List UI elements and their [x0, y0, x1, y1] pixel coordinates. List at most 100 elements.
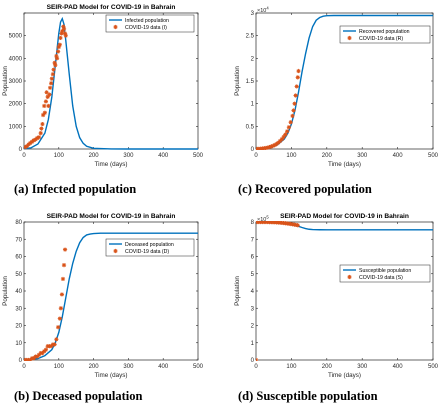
x-axis-label: Time (days)	[94, 161, 127, 168]
data-point-infected	[61, 26, 67, 31]
y-tick-label: 2	[251, 56, 255, 62]
plot-area-infected	[23, 12, 199, 150]
y-tick-label: 2.5	[246, 34, 255, 40]
data-point-infected	[54, 56, 60, 61]
data-point-infected	[53, 63, 58, 68]
y-tick-label: 0.5	[246, 124, 255, 130]
data-point-recovered	[270, 143, 276, 148]
chart-title-infected: SEIR-PAD Model for COVID-19 in Bahrain	[47, 4, 176, 11]
x-tick-label: 500	[428, 364, 439, 370]
data-point-recovered	[272, 142, 277, 148]
y-tick-label: 80	[15, 220, 22, 226]
data-point-deceased	[43, 347, 49, 352]
x-axis-label: Time (days)	[328, 372, 361, 379]
data-point-infected	[29, 139, 35, 144]
y-tick-label: 2	[251, 324, 255, 330]
data-point-deceased	[58, 306, 63, 311]
y-tick-label: 0	[251, 358, 255, 364]
chart-panel-infected: SEIR-PAD Model for COVID-19 in Bahrain 0 1…	[2, 4, 204, 168]
y-tick-label: 5000	[9, 34, 23, 40]
y-tick-label: 1000	[9, 124, 23, 130]
y-tick-label: 4	[251, 289, 255, 295]
data-point-deceased	[42, 349, 47, 354]
y-tick-label: 2000	[9, 102, 23, 108]
data-point-infected	[26, 142, 31, 147]
data-point-recovered	[291, 108, 296, 113]
data-point-infected	[63, 33, 68, 38]
plot-area-susceptible	[255, 221, 434, 361]
y-tick-label: 50	[15, 272, 22, 278]
data-layer-deceased	[24, 232, 198, 361]
y-axis-exponent: ×105	[257, 215, 269, 224]
data-point-infected	[56, 49, 61, 54]
x-tick-label: 200	[89, 153, 100, 159]
y-axis-label: Population	[234, 66, 241, 96]
data-point-infected	[40, 121, 45, 127]
data-point-infected	[59, 31, 64, 36]
y-axis-label: Population	[2, 66, 9, 96]
data-point-deceased	[54, 337, 59, 342]
data-point-infected	[60, 29, 65, 34]
x-tick-label: 100	[54, 153, 65, 159]
y-tick-label: 60	[15, 255, 22, 261]
y-axis-label: Population	[2, 276, 9, 306]
x-tick-label: 400	[158, 153, 169, 159]
data-point-recovered	[296, 68, 301, 74]
data-point-infected	[28, 141, 33, 146]
data-point-infected	[24, 145, 28, 150]
data-point-infected	[38, 131, 43, 136]
x-tick-label: 300	[123, 153, 134, 159]
y-tick-label: 3	[251, 306, 255, 312]
data-point-deceased	[52, 342, 57, 347]
y-tick-label: 10	[15, 341, 22, 347]
y-axis-label: Population	[234, 276, 241, 306]
x-tick-label: 400	[393, 153, 404, 159]
legend-box	[339, 25, 431, 44]
data-layer-susceptible	[256, 221, 433, 361]
data-point-deceased	[62, 247, 68, 252]
data-point-infected	[33, 137, 38, 142]
y-tick-label: 4000	[9, 56, 23, 62]
data-point-recovered	[293, 93, 298, 98]
data-point-recovered	[294, 84, 299, 89]
data-point-infected	[49, 81, 54, 86]
data-layer-infected	[24, 16, 198, 150]
data-point-infected	[42, 103, 47, 109]
y-tick-label: 1	[251, 341, 255, 347]
x-tick-label: 500	[193, 153, 204, 159]
legend-box	[105, 238, 195, 257]
data-point-infected	[35, 136, 40, 141]
chart-panel-susceptible: SEIR-PAD Model for COVID-19 in Bahrain 0 1…	[234, 213, 439, 379]
data-point-deceased	[31, 356, 36, 361]
y-tick-label: 30	[15, 306, 22, 312]
x-tick-label: 200	[89, 364, 100, 370]
data-point-infected	[51, 67, 56, 72]
data-point-infected	[39, 126, 44, 131]
model-curve-deceased	[24, 232, 198, 361]
x-tick-label: 100	[286, 364, 297, 370]
x-tick-label: 300	[357, 364, 368, 370]
y-axis-exponent: ×104	[257, 6, 269, 15]
x-tick-label: 400	[393, 364, 404, 370]
legend-entry: Deceased population	[125, 242, 174, 248]
y-tick-label: 5	[251, 272, 255, 278]
data-point-infected	[57, 42, 62, 47]
data-point-recovered	[290, 113, 295, 119]
data-point-deceased	[61, 263, 67, 268]
data-point-deceased	[60, 276, 66, 282]
chart-panel-recovered: 0 100 200 300 400 500 0 0.5 1 1.5 2 2.5 3 ×104 Time (d…	[234, 6, 439, 169]
chart-panel-deceased: SEIR-PAD Model for COVID-19 in Bahrain 0 1…	[2, 213, 204, 379]
data-point-infected	[46, 103, 51, 109]
x-axis-label: Time (days)	[328, 161, 361, 168]
chart-title-susceptible: SEIR-PAD Model for COVID-19 in Bahrain	[280, 213, 409, 220]
data-point-recovered	[283, 132, 288, 137]
caption-deceased: (b) Deceased population	[14, 389, 143, 403]
data-point-infected	[61, 24, 66, 29]
y-tick-label: 40	[15, 289, 22, 295]
data-point-recovered	[265, 145, 270, 150]
data-point-infected	[54, 53, 59, 59]
data-point-recovered	[267, 144, 272, 150]
data-point-infected	[47, 92, 52, 97]
